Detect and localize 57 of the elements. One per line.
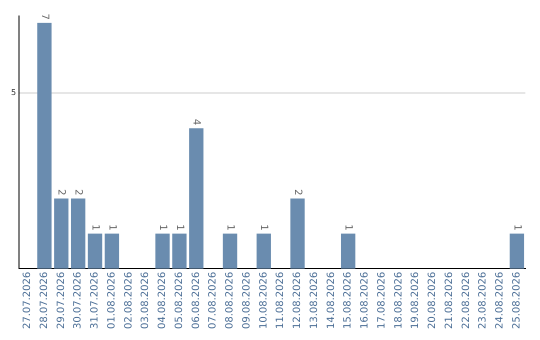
y-tick-label: 5	[10, 88, 16, 98]
bar	[340, 234, 356, 269]
x-tick-label: 23.08.2026	[478, 272, 489, 330]
bar	[37, 22, 52, 269]
bar	[155, 234, 170, 269]
x-tick-label: 06.08.2026	[190, 272, 202, 330]
x-tick-label: 25.08.2026	[511, 272, 522, 330]
bar	[222, 234, 238, 269]
x-tick-label: 21.08.2026	[444, 272, 455, 330]
data-label: 2	[56, 189, 67, 196]
x-tick-label: 02.08.2026	[123, 272, 134, 330]
bar	[172, 234, 187, 269]
x-tick-label: 20.08.2026	[427, 272, 438, 330]
x-tick-label: 17.08.2026	[376, 272, 388, 330]
bar	[510, 234, 524, 269]
data-label: 1	[224, 224, 236, 231]
x-tick-label: 08.08.2026	[224, 272, 236, 330]
x-tick-label: 07.08.2026	[208, 272, 219, 330]
x-tick-label: 04.08.2026	[157, 272, 168, 330]
x-tick-label: 31.07.2026	[90, 272, 101, 330]
data-label: 1	[174, 224, 185, 231]
x-tick-label: 05.08.2026	[174, 272, 185, 330]
x-tick-label: 14.08.2026	[326, 272, 337, 330]
bar	[290, 198, 305, 269]
data-label: 2	[72, 189, 84, 196]
data-label: 1	[89, 224, 100, 231]
x-tick-label: 28.07.2026	[38, 272, 50, 330]
data-label: 1	[156, 224, 168, 231]
x-tick-label: 12.08.2026	[292, 272, 304, 330]
bar	[104, 234, 120, 269]
bar	[70, 198, 86, 269]
bar	[189, 128, 204, 269]
x-tick-label: 13.08.2026	[308, 272, 320, 330]
data-label: 1	[258, 224, 270, 231]
x-tick-label: 15.08.2026	[342, 272, 354, 330]
x-tick-label: 03.08.2026	[140, 272, 152, 330]
data-label: 4	[190, 118, 202, 126]
x-tick-label: 18.08.2026	[393, 272, 404, 330]
x-tick-label: 30.07.2026	[72, 272, 84, 330]
data-label: 7	[38, 13, 50, 20]
bar	[88, 234, 102, 269]
x-tick-label: 01.08.2026	[106, 272, 118, 330]
bar	[54, 198, 68, 269]
data-label: 1	[106, 224, 118, 231]
bar	[256, 234, 271, 269]
data-label: 1	[342, 224, 354, 231]
x-tick-label: 22.08.2026	[460, 272, 472, 330]
x-tick-label: 16.08.2026	[360, 272, 371, 330]
x-tick-label: 09.08.2026	[241, 272, 252, 330]
x-tick-label: 24.08.2026	[494, 272, 506, 330]
x-tick-label: 29.07.2026	[56, 272, 67, 330]
x-tick-label: 11.08.2026	[275, 272, 286, 330]
x-tick-label: 19.08.2026	[410, 272, 422, 330]
data-label: 1	[511, 224, 522, 231]
data-label: 2	[292, 189, 303, 196]
x-tick-label: 10.08.2026	[258, 272, 270, 330]
x-tick-label: 27.07.2026	[22, 272, 34, 330]
